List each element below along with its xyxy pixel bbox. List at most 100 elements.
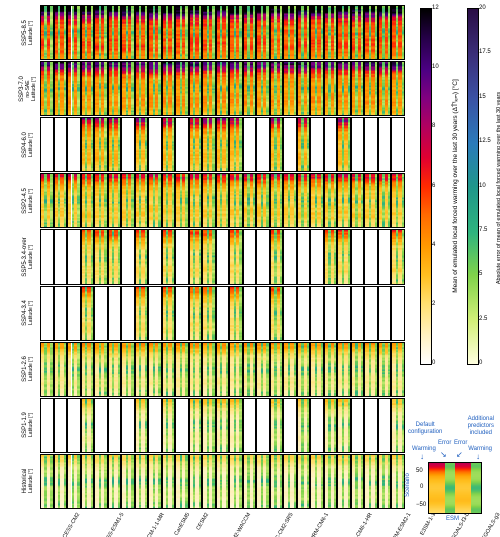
scenario-row: SSP1-2.6Latitude [°]: [40, 342, 405, 397]
sch-esm-label: ESM: [446, 516, 459, 522]
panel-grid: HistoricalLatitude [°]SSP1-1.9Latitude […: [40, 5, 405, 510]
esm-panel: [175, 398, 189, 453]
esm-panel: [148, 342, 162, 397]
panel-half-additional: [385, 62, 391, 115]
esm-panel: [351, 229, 365, 284]
esm-panel: [337, 173, 351, 228]
esm-panel: [135, 454, 149, 509]
panel-half-additional: [344, 6, 350, 59]
panel-half-additional: [141, 399, 147, 452]
esm-panel: [297, 117, 311, 172]
panel-half-additional: [209, 118, 215, 171]
panel-half-additional: [344, 118, 350, 171]
panel-half-additional: [141, 62, 147, 115]
esm-panel: [310, 398, 324, 453]
panel-half-additional: [236, 343, 242, 396]
panel-half-additional: [114, 455, 120, 508]
panel-half-additional: [236, 118, 242, 171]
esm-panel: [283, 286, 297, 341]
scenario-label: SSP4-6.0Latitude [°]: [22, 121, 34, 169]
panel-half-additional: [398, 174, 404, 227]
panel-half-additional: [250, 62, 256, 115]
esm-panel: [297, 398, 311, 453]
esm-panel: [162, 229, 176, 284]
esm-panel: [364, 5, 378, 60]
panel-half-additional: [277, 455, 283, 508]
scenario-row: HistoricalLatitude [°]: [40, 454, 405, 509]
esm-panel: [67, 61, 81, 116]
esm-panel: [175, 61, 189, 116]
esm-panel: [364, 229, 378, 284]
panel-half-additional: [155, 343, 161, 396]
panel-half-additional: [114, 174, 120, 227]
esm-panel: [135, 229, 149, 284]
esm-panel: [297, 61, 311, 116]
esm-panel: [270, 5, 284, 60]
panel-half-additional: [222, 455, 228, 508]
esm-panel: [351, 5, 365, 60]
esm-panel: [175, 454, 189, 509]
scenario-row: SSP2-4.5Latitude [°]: [40, 173, 405, 228]
panel-half-additional: [331, 62, 337, 115]
esm-panel: [54, 5, 68, 60]
esm-panel: [324, 173, 338, 228]
esm-panel: [108, 398, 122, 453]
esm-panel: [391, 117, 405, 172]
sch-additional-pred: Additionalpredictorsincluded: [468, 416, 494, 437]
esm-panel: [94, 454, 108, 509]
esm-panel: [243, 454, 257, 509]
warming-colorbar-ticks: 024681012: [432, 8, 452, 363]
esm-panel: [391, 454, 405, 509]
esm-panel: [351, 117, 365, 172]
panel-half-additional: [195, 399, 201, 452]
panel-half-additional: [398, 343, 404, 396]
panel-half-additional: [168, 343, 174, 396]
panel-half-additional: [331, 174, 337, 227]
esm-panel: [135, 342, 149, 397]
esm-panel: [243, 117, 257, 172]
panel-half-additional: [398, 6, 404, 59]
panel-half-additional: [128, 174, 134, 227]
panel-half-additional: [304, 6, 310, 59]
esm-panel: [121, 117, 135, 172]
esm-panel: [175, 342, 189, 397]
panel-half-additional: [141, 343, 147, 396]
panel-half-additional: [141, 174, 147, 227]
esm-panel: [202, 286, 216, 341]
esm-panel: [378, 173, 392, 228]
panel-half-additional: [209, 287, 215, 340]
sch-arrow: ↙: [456, 450, 463, 459]
esm-panel: [162, 117, 176, 172]
esm-panel: [40, 117, 54, 172]
esm-panel: [202, 173, 216, 228]
esm-panel: [189, 342, 203, 397]
scenario-label: SSP3-7.0no-SAELatitude [°]: [19, 65, 37, 113]
esm-panel: [216, 117, 230, 172]
esm-panel: [67, 173, 81, 228]
esm-panel: [175, 173, 189, 228]
esm-panel: [337, 229, 351, 284]
panel-half-additional: [398, 62, 404, 115]
esm-panel: [337, 61, 351, 116]
panel-half-additional: [209, 230, 215, 283]
scenario-label: SSP5-8.5Latitude [°]: [22, 9, 34, 57]
scenario-label: SSP5-3.4-overLatitude [°]: [22, 233, 34, 281]
esm-panel: [121, 61, 135, 116]
panel-half-additional: [195, 343, 201, 396]
panel-half-additional: [263, 455, 269, 508]
panel-half-additional: [304, 455, 310, 508]
esm-panel: [270, 342, 284, 397]
esm-panel: [189, 61, 203, 116]
panel-half-additional: [290, 343, 296, 396]
esm-panel: [81, 342, 95, 397]
esm-panel: [162, 342, 176, 397]
esm-panel: [121, 173, 135, 228]
esm-panel: [283, 342, 297, 397]
panel-half-additional: [155, 455, 161, 508]
esm-panel: [67, 5, 81, 60]
esm-panel: [54, 286, 68, 341]
esm-panel: [364, 286, 378, 341]
scenario-row: SSP1-1.9Latitude [°]: [40, 398, 405, 453]
esm-panel: [297, 342, 311, 397]
panel-half-additional: [277, 174, 283, 227]
